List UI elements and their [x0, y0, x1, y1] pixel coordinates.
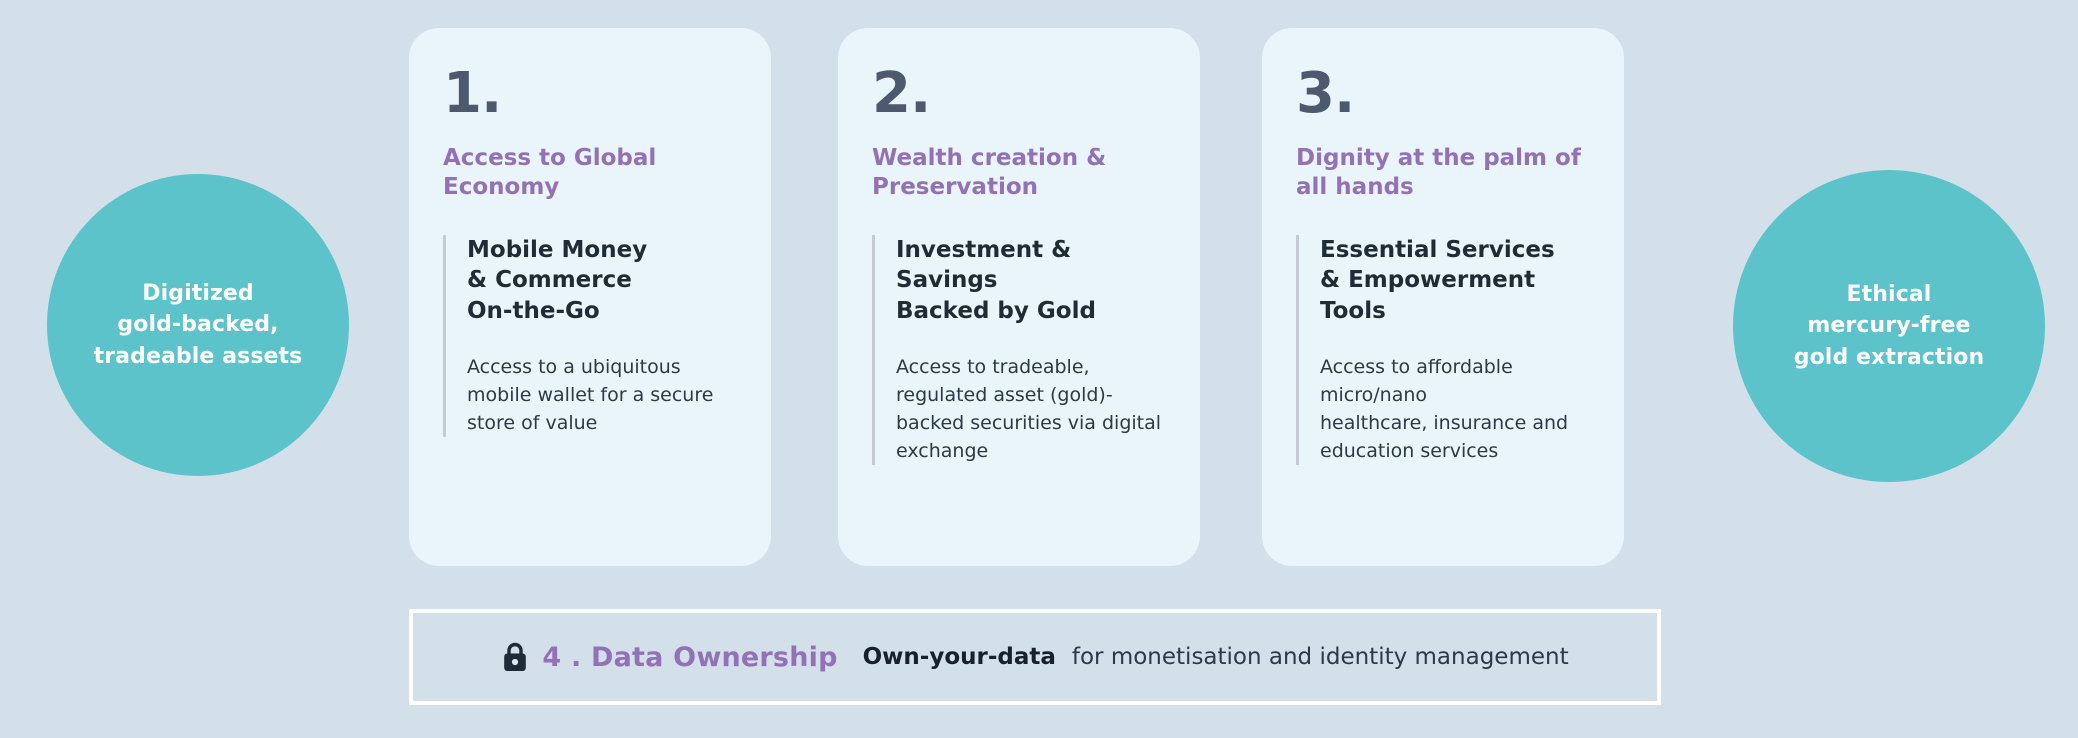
circle-ethical-extraction: Ethical mercury-free gold extraction	[1733, 170, 2045, 482]
card-3-number: 3.	[1296, 61, 1355, 126]
card-2-heading: Investment & Savings Backed by Gold	[896, 236, 1096, 325]
card-2-body: Investment & Savings Backed by Gold Acce…	[872, 234, 1166, 466]
banner-number-label: 4 . Data Ownership	[542, 641, 838, 673]
card-1-body: Mobile Money & Commerce On-the-Go Access…	[443, 234, 737, 437]
pillar-card-2[interactable]: 2. Wealth creation & Preservation Invest…	[838, 28, 1200, 566]
card-3-body: Essential Services & Empowerment Tools A…	[1296, 234, 1590, 466]
pillar-card-3[interactable]: 3. Dignity at the palm of all hands Esse…	[1262, 28, 1624, 566]
card-3-subtitle: Dignity at the palm of all hands	[1296, 145, 1581, 201]
circle-right-text: Ethical mercury-free gold extraction	[1793, 282, 1985, 370]
card-1-number: 1.	[443, 61, 502, 126]
banner-content: 4 . Data Ownership Own-your-data for mon…	[501, 641, 1569, 673]
card-3-text: Access to affordable micro/nano healthca…	[1320, 355, 1569, 462]
card-1-subtitle: Access to Global Economy	[443, 145, 657, 201]
card-1-heading: Mobile Money & Commerce On-the-Go	[467, 236, 648, 325]
card-2-text: Access to tradeable, regulated asset (go…	[896, 355, 1162, 462]
banner-strong-text: Own-your-data	[862, 644, 1056, 670]
lock-icon	[501, 641, 529, 673]
banner-rest-text: for monetisation and identity management	[1071, 644, 1569, 670]
data-ownership-banner[interactable]: 4 . Data Ownership Own-your-data for mon…	[409, 609, 1661, 705]
card-2-number: 2.	[872, 61, 931, 126]
pillar-card-1[interactable]: 1. Access to Global Economy Mobile Money…	[409, 28, 771, 566]
card-3-heading: Essential Services & Empowerment Tools	[1320, 236, 1555, 325]
circle-digitized-assets: Digitized gold-backed, tradeable assets	[47, 174, 349, 476]
circle-left-text: Digitized gold-backed, tradeable assets	[93, 281, 303, 369]
card-2-subtitle: Wealth creation & Preservation	[872, 145, 1107, 201]
card-1-text: Access to a ubiquitous mobile wallet for…	[467, 355, 714, 434]
